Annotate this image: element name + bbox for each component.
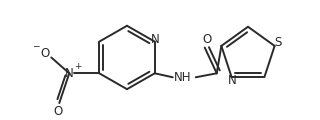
Text: O: O xyxy=(202,33,211,46)
Text: N: N xyxy=(151,33,160,46)
Text: +: + xyxy=(75,62,82,71)
Text: −: − xyxy=(32,41,39,50)
Text: NH: NH xyxy=(174,71,191,84)
Text: O: O xyxy=(41,47,50,60)
Text: O: O xyxy=(54,105,63,118)
Text: N: N xyxy=(228,74,237,87)
Text: S: S xyxy=(274,36,281,49)
Text: N: N xyxy=(65,67,74,80)
